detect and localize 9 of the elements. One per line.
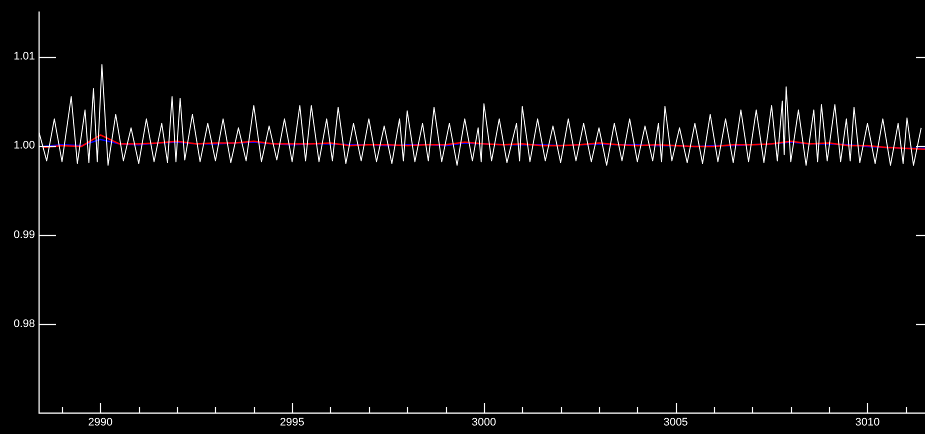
y-tick-label: 0.98 — [14, 318, 35, 330]
y-tick-label: 1.01 — [14, 50, 35, 63]
x-tick-label: 3005 — [663, 416, 688, 429]
x-tick-label: 2990 — [88, 416, 113, 429]
x-tick-label: 3010 — [855, 416, 880, 429]
y-tick-label: 1.00 — [14, 140, 35, 152]
y-tick-label: 0.99 — [14, 228, 35, 241]
x-tick-label: 3000 — [472, 416, 496, 429]
x-tick-label: 2995 — [280, 416, 304, 429]
